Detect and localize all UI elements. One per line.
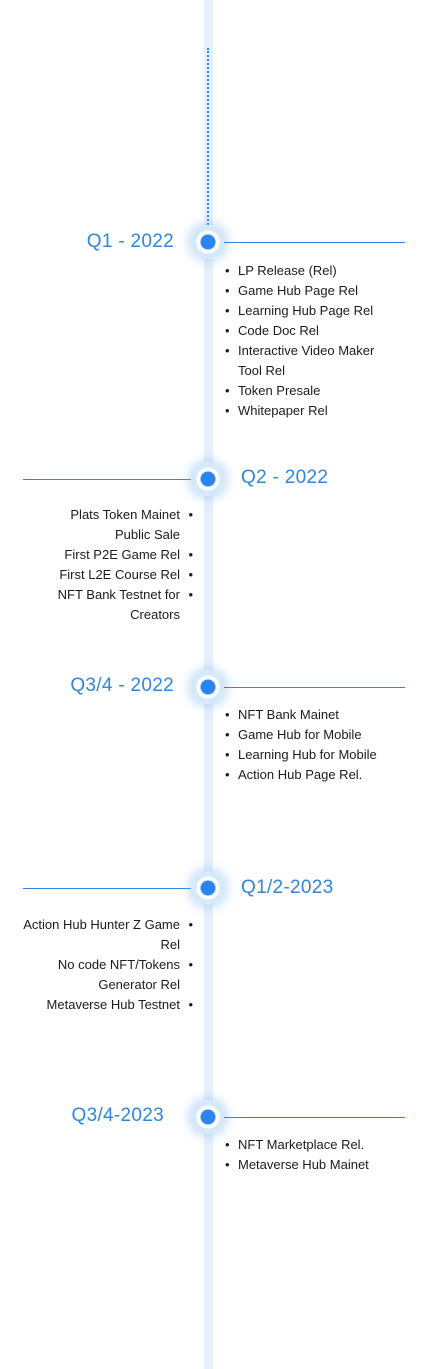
list-item: Metaverse Hub Mainet: [225, 1155, 405, 1175]
timeline-node: [191, 225, 225, 259]
list-item: Game Hub for Mobile: [225, 725, 405, 745]
milestone-items: Plats Token Mainet Public Sale First P2E…: [43, 505, 193, 625]
list-item: Game Hub Page Rel: [225, 281, 400, 301]
list-item: Action Hub Page Rel.: [225, 765, 405, 785]
connector-line: [23, 888, 191, 889]
list-item: Metaverse Hub Testnet: [11, 995, 193, 1015]
connector-line: [224, 242, 405, 243]
list-item: Whitepaper Rel: [225, 401, 400, 421]
milestone-items: Action Hub Hunter Z Game Rel No code NFT…: [11, 915, 193, 1015]
list-item: NFT Bank Testnet for Creators: [43, 585, 193, 625]
milestone-items: LP Release (Rel) Game Hub Page Rel Learn…: [225, 261, 400, 421]
list-item: NFT Bank Mainet: [225, 705, 405, 725]
timeline-node: [191, 1100, 225, 1134]
connector-line: [224, 687, 405, 688]
timeline-node: [191, 462, 225, 496]
milestone-title: Q3/4-2023: [71, 1105, 164, 1126]
milestone-title: Q1/2-2023: [241, 877, 334, 898]
connector-line: [23, 479, 191, 480]
timeline-dotted-lead: [207, 48, 209, 232]
milestone-items: NFT Bank Mainet Game Hub for Mobile Lear…: [225, 705, 405, 785]
list-item: LP Release (Rel): [225, 261, 400, 281]
milestone-title: Q3/4 - 2022: [70, 675, 174, 696]
milestone-title: Q2 - 2022: [241, 467, 329, 488]
list-item: Learning Hub for Mobile: [225, 745, 405, 765]
milestone-items: NFT Marketplace Rel. Metaverse Hub Maine…: [225, 1135, 405, 1175]
milestone-title: Q1 - 2022: [86, 231, 174, 252]
list-item: Learning Hub Page Rel: [225, 301, 400, 321]
list-item: NFT Marketplace Rel.: [225, 1135, 405, 1155]
list-item: Code Doc Rel: [225, 321, 400, 341]
timeline-node: [191, 871, 225, 905]
timeline-node: [191, 670, 225, 704]
list-item: No code NFT/Tokens Generator Rel: [11, 955, 193, 995]
connector-line: [224, 1117, 405, 1118]
list-item: Action Hub Hunter Z Game Rel: [11, 915, 193, 955]
list-item: Plats Token Mainet Public Sale: [43, 505, 193, 545]
list-item: First L2E Course Rel: [43, 565, 193, 585]
list-item: Token Presale: [225, 381, 400, 401]
list-item: Interactive Video Maker Tool Rel: [225, 341, 400, 381]
list-item: First P2E Game Rel: [43, 545, 193, 565]
